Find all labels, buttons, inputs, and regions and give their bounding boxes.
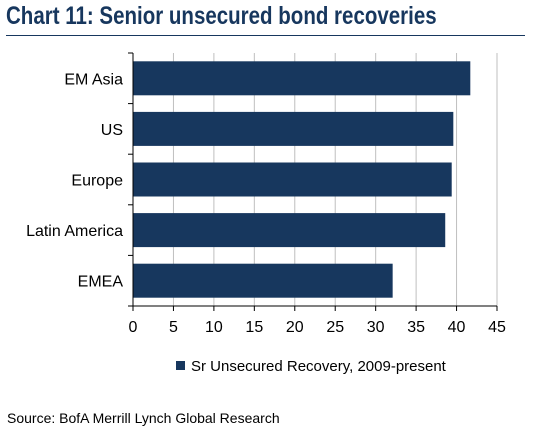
chart-title: Chart 11: Senior unsecured bond recoveri… [6, 2, 437, 30]
x-tick-label: 40 [448, 319, 466, 336]
legend-label: Sr Unsecured Recovery, 2009-present [191, 358, 447, 375]
x-tick-label: 5 [169, 319, 178, 336]
axes [128, 52, 498, 311]
x-tick-label: 35 [407, 319, 425, 336]
bar [133, 61, 471, 96]
x-tick-label: 15 [245, 319, 263, 336]
source-note: Source: BofA Merrill Lynch Global Resear… [7, 410, 280, 426]
x-tick-label: 25 [326, 319, 344, 336]
x-tick-label: 30 [367, 319, 385, 336]
legend-swatch [176, 361, 185, 370]
title-rule [6, 35, 525, 36]
category-label: US [101, 122, 123, 139]
category-label: Europe [71, 173, 123, 190]
bar [133, 111, 454, 146]
bar [133, 263, 393, 298]
x-tick-label: 0 [129, 319, 138, 336]
x-tick-label: 10 [205, 319, 223, 336]
legend: Sr Unsecured Recovery, 2009-present [176, 358, 447, 375]
bars [133, 61, 471, 298]
category-label: Latin America [26, 223, 123, 240]
bar-chart: 0 5 10 15 20 25 30 35 40 45 EM Asia US Europe Latin A… [26, 52, 506, 375]
x-tick-label: 20 [286, 319, 304, 336]
bar [133, 162, 452, 197]
x-tick-label: 45 [488, 319, 506, 336]
category-label: EM Asia [64, 71, 123, 88]
bar [133, 213, 446, 248]
labels: 0 5 10 15 20 25 30 35 40 45 EM Asia US Europe Latin A… [26, 71, 506, 336]
category-label: EMEA [78, 274, 124, 291]
